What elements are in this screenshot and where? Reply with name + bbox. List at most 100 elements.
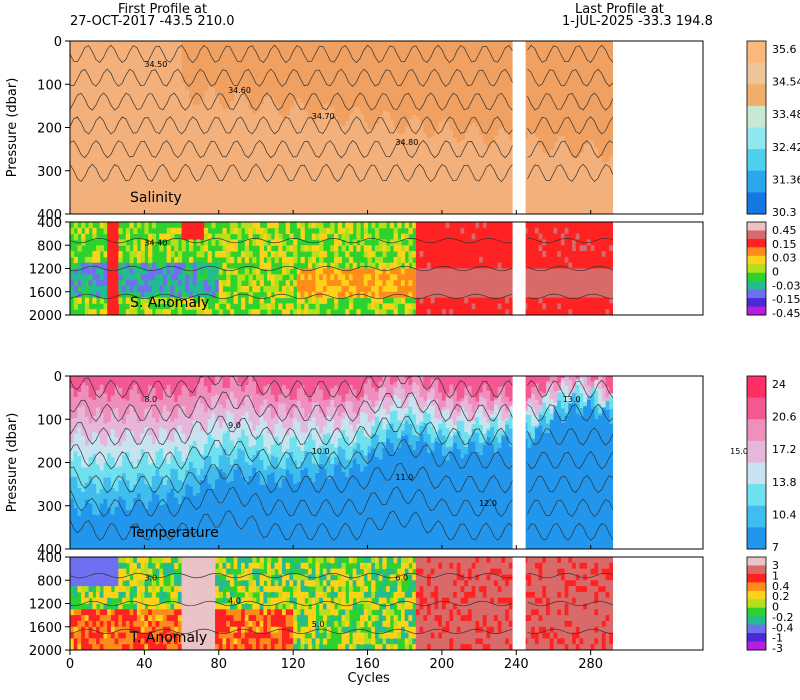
anomaly-cell	[523, 256, 528, 264]
anomaly-cell	[341, 597, 346, 604]
anomaly-cell	[114, 227, 119, 235]
anomaly-cell	[363, 632, 369, 639]
temperature-cell	[233, 398, 238, 425]
anomaly-cell	[386, 638, 391, 645]
anomaly-cell	[553, 620, 558, 628]
anomaly-cell	[322, 262, 328, 269]
temperature-cell	[181, 481, 186, 496]
anomaly-cell	[241, 303, 246, 310]
anomaly-cell	[505, 562, 510, 570]
temperature-cell	[590, 376, 595, 382]
temperature-cell	[162, 405, 168, 430]
anomaly-cell	[140, 591, 145, 599]
anomaly-cell	[482, 222, 488, 229]
anomaly-cell	[564, 227, 569, 235]
anomaly-cell	[371, 632, 376, 639]
anomaly-cell	[99, 309, 104, 316]
anomaly-cell	[560, 239, 566, 246]
anomaly-cell	[278, 574, 283, 581]
temperature-cell	[252, 408, 257, 431]
anomaly-cell	[110, 562, 116, 570]
colorbar-frame	[746, 375, 767, 550]
temperature-cell	[490, 443, 495, 549]
salinity-high-cell	[241, 41, 246, 93]
anomaly-cell	[393, 285, 398, 293]
anomaly-cell	[449, 297, 454, 304]
temperature-cell	[88, 503, 93, 549]
temperature-cell	[419, 421, 424, 426]
anomaly-cell	[125, 557, 131, 564]
temperature-cell	[92, 454, 97, 484]
temperature-cell	[211, 413, 216, 439]
anomaly-cell	[460, 227, 465, 235]
anomaly-cell	[129, 285, 134, 293]
anomaly-cell	[527, 562, 532, 570]
anomaly-cell	[263, 615, 268, 622]
anomaly-cell	[553, 591, 558, 599]
anomaly-cell	[605, 309, 610, 316]
temperature-cell	[501, 376, 506, 387]
anomaly-cell	[248, 297, 253, 304]
anomaly-cell	[326, 291, 331, 299]
anomaly-cell	[464, 615, 469, 622]
anomaly-cell	[162, 262, 168, 269]
temperature-cell	[360, 397, 365, 404]
salinity-high-cell	[575, 41, 581, 159]
anomaly-cell	[538, 609, 543, 616]
anomaly-cell	[133, 291, 138, 299]
anomaly-cell	[404, 597, 409, 604]
anomaly-cell	[203, 603, 209, 610]
anomaly-cell	[144, 280, 149, 287]
anomaly-cell	[84, 609, 90, 616]
anomaly-cell	[122, 632, 127, 639]
anomaly-cell	[505, 557, 510, 564]
temperature-cell	[382, 409, 387, 430]
anomaly-cell	[244, 603, 250, 610]
anomaly-cell	[527, 227, 532, 235]
anomaly-cell	[155, 568, 160, 575]
anomaly-cell	[300, 557, 305, 564]
contour-line	[69, 139, 513, 159]
anomaly-cell	[449, 580, 454, 587]
anomaly-cell	[248, 309, 253, 316]
anomaly-cell	[304, 280, 309, 287]
contour-line	[69, 486, 513, 518]
temperature-cell	[330, 376, 335, 389]
anomaly-cell	[419, 227, 424, 235]
anomaly-cell	[356, 638, 361, 645]
salinity-high-cell	[456, 41, 462, 143]
anomaly-cell	[293, 644, 298, 651]
anomaly-cell	[401, 615, 406, 622]
anomaly-cell	[185, 280, 190, 287]
anomaly-cell	[252, 557, 257, 564]
anomaly-cell	[594, 262, 599, 269]
anomaly-cell	[155, 597, 160, 604]
anomaly-cell	[200, 227, 205, 235]
anomaly-cell	[549, 574, 554, 581]
anomaly-cell	[211, 586, 216, 593]
anomaly-cell	[560, 256, 566, 264]
anomaly-cell	[505, 251, 510, 258]
anomaly-cell	[319, 574, 324, 581]
anomaly-cell	[166, 615, 171, 622]
anomaly-cell	[408, 603, 413, 610]
anomaly-cell	[200, 626, 205, 634]
anomaly-cell	[300, 632, 305, 639]
temperature-cell	[140, 433, 145, 450]
temperature-cell	[352, 442, 357, 449]
anomaly-cell	[70, 291, 75, 299]
anomaly-cell	[538, 632, 543, 639]
anomaly-cell	[110, 303, 116, 310]
anomaly-cell	[330, 285, 335, 293]
temperature-cell	[479, 424, 484, 444]
anomaly-cell	[579, 227, 584, 235]
anomaly-cell	[482, 591, 488, 599]
anomaly-cell	[99, 597, 104, 604]
anomaly-cell	[255, 626, 261, 634]
anomaly-cell	[560, 586, 566, 593]
anomaly-cell	[248, 591, 253, 599]
anomaly-cell	[215, 280, 220, 287]
anomaly-cell	[449, 239, 454, 246]
anomaly-cell	[490, 603, 495, 610]
anomaly-cell	[81, 620, 86, 628]
